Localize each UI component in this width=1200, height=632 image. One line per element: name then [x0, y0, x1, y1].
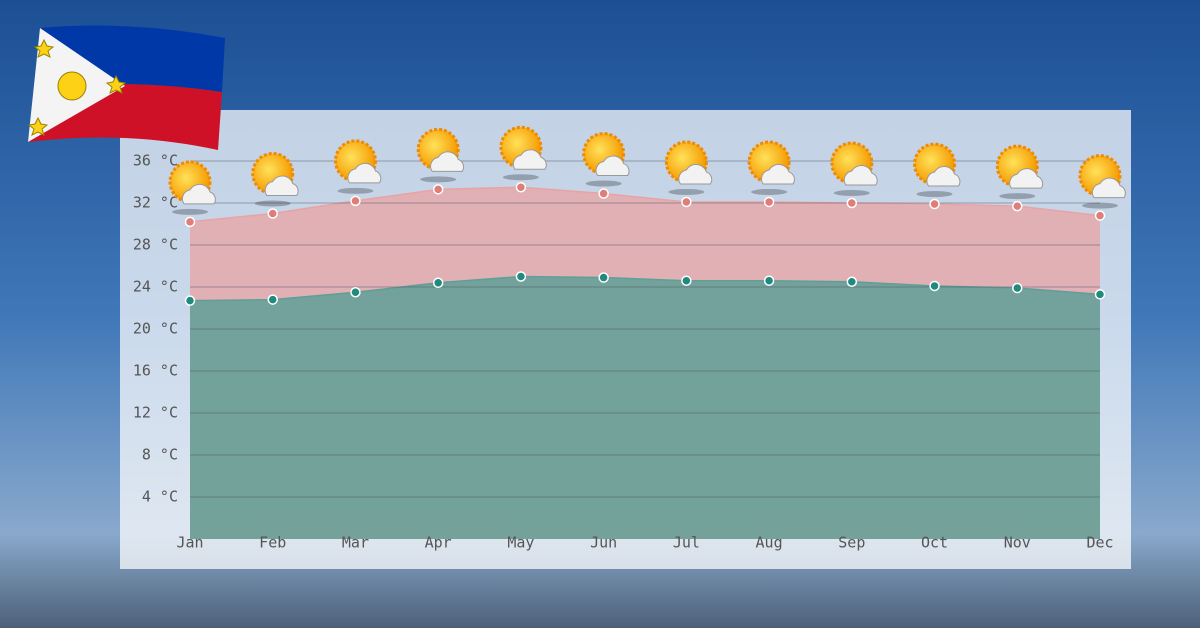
weather-icon	[830, 141, 878, 196]
icon-cloud	[1091, 177, 1126, 199]
y-tick-label: 28 °C	[133, 236, 178, 254]
point	[681, 196, 692, 208]
x-tick-label: Sep	[838, 534, 865, 552]
area-line	[189, 186, 1101, 223]
x-tick-label: Oct	[921, 534, 948, 552]
icon-cloud	[347, 162, 382, 184]
y-tick-label: 32 °C	[133, 194, 178, 212]
point	[184, 216, 196, 228]
x-tick-label: Dec	[1086, 534, 1113, 552]
point	[515, 271, 527, 282]
point	[432, 277, 444, 289]
icon-shadow	[916, 191, 953, 198]
icon-shadow	[585, 180, 622, 187]
point	[1012, 200, 1023, 212]
icon-shadow	[1082, 202, 1118, 209]
icon-cloud	[181, 183, 216, 205]
icon-cloud	[678, 163, 713, 185]
x-tick-label: Aug	[756, 534, 783, 552]
x-tick-label: May	[507, 534, 534, 552]
weather-icon	[913, 142, 961, 198]
icon-cloud	[595, 155, 630, 177]
weather-icon	[582, 132, 630, 187]
point	[350, 195, 361, 207]
y-tick-label: 20 °C	[133, 320, 178, 338]
icon-shadow	[833, 190, 870, 196]
x-tick-label: Mar	[342, 534, 369, 552]
icon-cloud	[430, 151, 465, 172]
icon-shadow	[751, 188, 788, 195]
weather-icon	[664, 140, 713, 195]
point	[515, 182, 527, 193]
area-line	[189, 275, 1101, 302]
icon-cloud	[1009, 168, 1044, 189]
point	[681, 275, 692, 286]
icon-cloud	[761, 163, 795, 185]
point	[267, 208, 278, 219]
point	[267, 294, 278, 305]
y-tick-label: 4 °C	[142, 488, 178, 506]
icon-cloud	[926, 166, 961, 187]
weather-icon	[416, 127, 465, 183]
point	[846, 197, 858, 209]
x-tick-label: Jan	[176, 534, 203, 552]
icon-cloud	[512, 149, 547, 170]
point	[184, 295, 196, 306]
point	[1094, 289, 1106, 300]
point	[929, 280, 940, 292]
x-tick-label: Jun	[590, 534, 617, 552]
icon-shadow	[420, 176, 457, 183]
x-tick-label: Jul	[673, 534, 700, 552]
weather-icon	[1078, 154, 1126, 209]
icon-cloud	[264, 175, 299, 196]
point	[763, 196, 775, 208]
weather-icon	[251, 152, 299, 207]
icon-shadow	[502, 174, 539, 181]
x-tick-label: Nov	[1004, 534, 1031, 552]
area	[190, 276, 1100, 539]
y-tick-label: 16 °C	[133, 362, 178, 380]
icon-shadow	[254, 200, 291, 207]
point	[350, 287, 361, 298]
y-tick-label: 12 °C	[133, 404, 178, 422]
y-tick-label: 8 °C	[142, 446, 178, 464]
weather-icon	[333, 139, 382, 194]
point	[846, 276, 858, 287]
x-tick-label: Feb	[259, 534, 286, 552]
point	[432, 184, 444, 195]
point	[1012, 282, 1023, 294]
weather-icon	[499, 125, 547, 181]
y-tick-label: 24 °C	[133, 278, 178, 296]
point	[598, 272, 609, 283]
point	[929, 198, 940, 210]
flag	[27, 25, 225, 150]
point	[598, 188, 609, 199]
icon-cloud	[843, 165, 878, 186]
weather-icon	[995, 144, 1044, 200]
x-tick-label: Apr	[425, 534, 452, 552]
y-tick-label: 36 °C	[133, 152, 178, 170]
weather-icon	[168, 160, 216, 215]
icon-shadow	[172, 208, 208, 215]
plot-area: 4 °C 8 °C 12 °C 16 °C 20 °C 24 °C 28 °C 32 °C 36…	[133, 125, 1126, 552]
point	[763, 275, 775, 286]
weather-icon	[747, 140, 795, 195]
icon-shadow	[668, 188, 705, 195]
icon-shadow	[337, 187, 374, 194]
icon-shadow	[999, 193, 1036, 200]
point	[1094, 210, 1106, 221]
